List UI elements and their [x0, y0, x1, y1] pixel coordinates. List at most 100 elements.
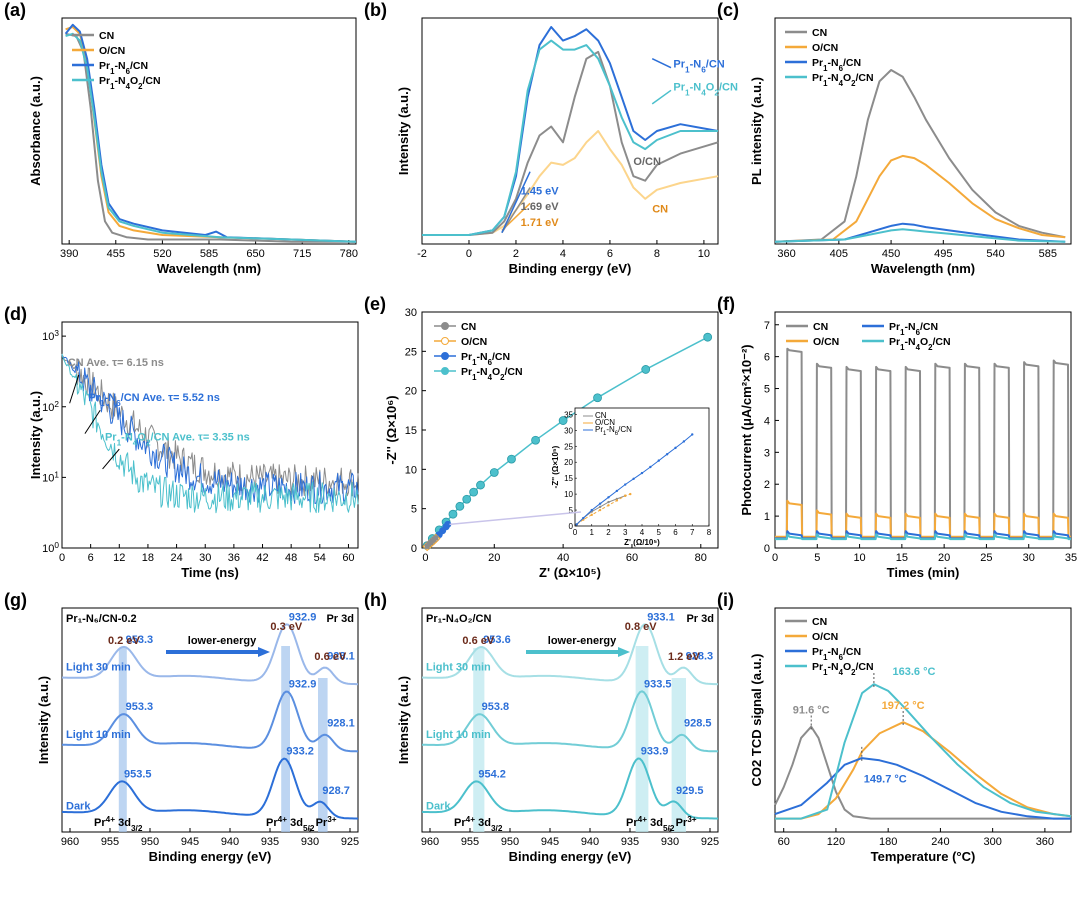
series-line — [774, 757, 1071, 820]
panel-label: (e) — [364, 294, 386, 314]
inset-x-label: Z' (Ω/10⁵) — [624, 538, 660, 547]
inset-x-tick-label: 8 — [707, 528, 712, 537]
plot-frame — [421, 17, 719, 245]
inset-pointer — [449, 511, 582, 526]
x-tick-label: 180 — [879, 836, 897, 848]
legend-entry: CN — [813, 321, 828, 333]
panel-title-right: Pr 3d — [326, 613, 354, 625]
inset-y-tick-label: 30 — [564, 426, 573, 435]
panel-d: 0 6 12 18 24 30 36 42 48 54 60 Time (ns) Intensity (… — [4, 304, 359, 580]
legend-marker — [441, 337, 449, 345]
legend-marker — [441, 352, 449, 360]
x-tick-label: 955 — [101, 836, 119, 848]
data-point — [444, 520, 452, 528]
x-tick-label: 42 — [256, 552, 268, 564]
legend-entry: CN — [99, 30, 114, 42]
x-tick-label: 960 — [421, 836, 439, 848]
x-tick-label: 940 — [221, 836, 239, 848]
panel-h: 960 955 950 945 940 935 930 925 Binding energy (… — [364, 590, 719, 864]
inset-data-point — [590, 508, 593, 512]
x-tick-label: 950 — [141, 836, 159, 848]
panel-label: (i) — [717, 590, 734, 610]
data-point — [462, 494, 472, 504]
panel-i: 60 120 180 240 300 360 Temperature (°C) CO2 TCD… — [717, 590, 1072, 864]
inset-y-label: -Z'' (Ω×10⁵) — [551, 445, 560, 488]
x-tick-label: 650 — [246, 248, 264, 260]
y-tick-label: 3 — [764, 447, 770, 459]
panel-title-right: Pr 3d — [686, 613, 714, 625]
legend-entry: Pr1-N6/CN — [99, 60, 148, 76]
inset-y-tick-label: 10 — [564, 490, 573, 499]
x-tick-label: 585 — [1039, 248, 1057, 260]
x-axis-label: Temperature (°C) — [871, 849, 976, 864]
inset-x-tick-label: 7 — [690, 528, 695, 537]
peak-label: 928.1 — [327, 718, 355, 730]
peak-label: 953.6 — [483, 634, 511, 646]
inset-data-point — [590, 513, 593, 517]
curve-label: Light 30 min — [426, 662, 491, 674]
series-line — [61, 355, 359, 504]
shift-band — [281, 646, 290, 832]
panel-label: (a) — [4, 0, 26, 20]
legend-entry: CN — [461, 321, 476, 333]
x-tick-label: 40 — [557, 552, 569, 564]
legend-entry: O/CN — [461, 336, 487, 348]
y-axis-label: Intensity (a.u.) — [28, 391, 43, 479]
inset-y-tick-label: 25 — [564, 442, 573, 451]
data-point — [641, 365, 651, 374]
x-tick-label: 48 — [285, 552, 297, 564]
annotation: 1.45 eV — [521, 185, 560, 197]
peak-assignment: Pr4+ 3d3/2 — [94, 815, 143, 833]
series-line — [61, 690, 359, 753]
x-tick-label: 930 — [661, 836, 679, 848]
shift-label: 0.6 eV — [462, 635, 494, 647]
legend-entry: Pr1-N6/CN — [461, 351, 510, 367]
peak-label: 933.2 — [286, 746, 314, 758]
x-tick-label: 935 — [261, 836, 279, 848]
x-tick-label: 30 — [199, 552, 211, 564]
annotation: Pr1-N6/CN Ave. τ= 5.52 ns — [88, 392, 220, 408]
annotation: O/CN — [633, 156, 661, 168]
data-point — [476, 480, 485, 490]
curve-label: Light 10 min — [66, 729, 131, 741]
legend-entry: CN — [812, 27, 827, 39]
peak-label: 932.9 — [289, 611, 317, 623]
y-tick-label: 5 — [411, 504, 417, 516]
plot-frame — [774, 17, 1072, 245]
annotation: Pr1-N4O2/CN — [673, 81, 738, 97]
series-line — [775, 721, 1072, 820]
panel-label: (h) — [364, 590, 387, 610]
x-tick-label: 5 — [814, 552, 820, 564]
inset-data-point — [649, 465, 652, 469]
series-line — [422, 39, 718, 236]
series-line — [421, 757, 719, 820]
panel-label: (b) — [364, 0, 387, 20]
peak-temp-label: 91.6 °C — [793, 704, 830, 716]
x-tick-label: 945 — [181, 836, 199, 848]
series-line — [774, 222, 1066, 243]
inset-data-point — [665, 453, 669, 456]
x-tick-label: 15 — [896, 552, 908, 564]
y-tick-label: 25 — [405, 346, 417, 358]
x-tick-label: 6 — [88, 552, 94, 564]
shift-label: 0.8 eV — [625, 621, 657, 633]
x-tick-label: 450 — [882, 248, 900, 260]
data-point — [448, 509, 458, 519]
y-axis-label: Intensity (a.u.) — [396, 87, 411, 175]
legend-entry: O/CN — [99, 45, 125, 57]
data-point — [531, 435, 540, 445]
shift-label: 0.2 eV — [108, 635, 140, 647]
legend-entry: O/CN — [812, 631, 838, 643]
panel-f: 0 5 10 15 20 25 30 35 0 1 2 3 4 5 6 7 Times (min) Photocu… — [717, 294, 1077, 580]
y-tick-label: 15 — [405, 425, 417, 437]
x-tick-label: 20 — [938, 552, 950, 564]
x-tick-label: 6 — [607, 248, 613, 260]
curve-label: Dark — [66, 801, 91, 813]
x-axis-label: Z' (Ω×10⁵) — [539, 565, 601, 580]
series-line — [774, 154, 1066, 243]
tangent-line — [501, 187, 531, 234]
inset-data-point — [598, 502, 602, 505]
legend-entry: O/CN — [813, 336, 839, 348]
curve-label: Dark — [426, 801, 451, 813]
inset-data-point — [607, 504, 610, 507]
